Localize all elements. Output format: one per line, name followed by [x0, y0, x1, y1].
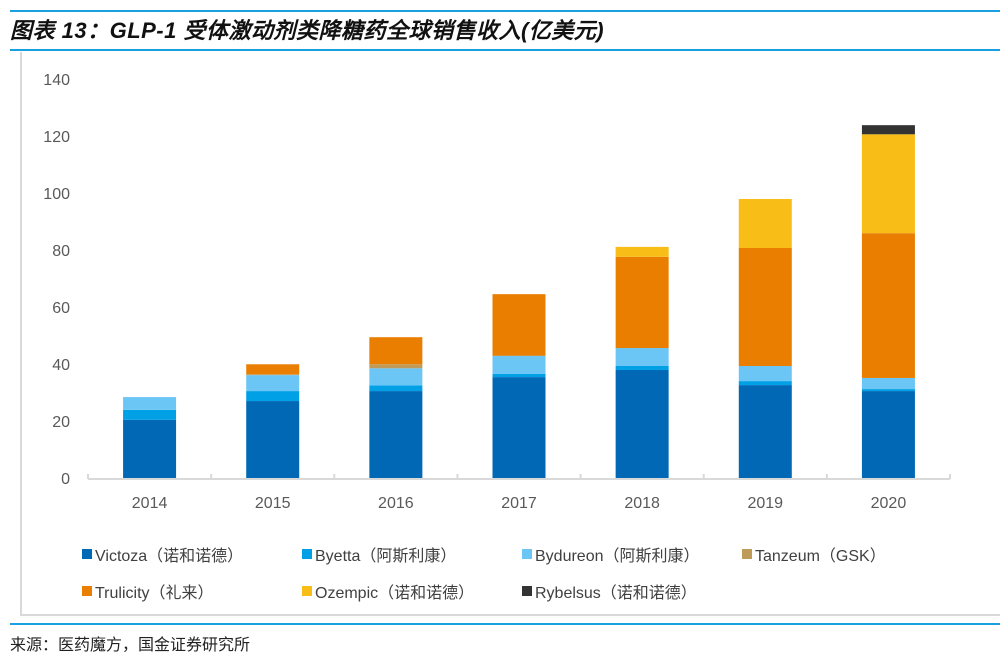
bar-segment — [246, 375, 300, 392]
bar-segment — [492, 377, 546, 478]
bar-segment — [861, 391, 915, 478]
x-tick-label: 2019 — [747, 495, 783, 512]
legend-swatch — [522, 585, 532, 596]
legend-label: Byetta（阿斯利康） — [315, 547, 457, 565]
bar-segment — [246, 401, 300, 478]
x-axis: 2014 2015 2016 2017 2018 2019 2020 — [87, 474, 951, 512]
bar-segment — [738, 248, 792, 366]
legend-item: Victoza（诺和诺德） — [82, 542, 302, 566]
y-tick-label: 120 — [43, 129, 70, 146]
bar-segment — [615, 246, 669, 257]
bar-segment — [738, 385, 792, 478]
bar-segment — [246, 391, 300, 402]
legend-swatch — [302, 585, 312, 596]
bar-segment — [369, 391, 423, 478]
figure-title: 图表 13：GLP-1 受体激动剂类降糖药全球销售收入(亿美元) — [10, 18, 605, 43]
legend-label: Tanzeum（GSK） — [755, 547, 886, 565]
bars — [123, 125, 915, 478]
bar-segment — [123, 419, 177, 478]
source-note: 来源：医药魔方，国金证券研究所 — [10, 635, 251, 654]
bar-segment — [123, 397, 177, 410]
legend-label: Ozempic（诺和诺德） — [315, 584, 475, 602]
bar-segment — [369, 364, 423, 369]
y-tick-label: 60 — [52, 300, 70, 317]
legend-swatch — [82, 585, 92, 596]
bar-segment — [861, 389, 915, 392]
bar-segment — [369, 337, 423, 365]
y-tick-label: 0 — [61, 471, 70, 488]
top-rule — [10, 10, 1000, 12]
legend-item: Bydureon（阿斯利康） — [522, 542, 742, 566]
x-tick-label: 2017 — [501, 495, 537, 512]
legend-label: Rybelsus（诺和诺德） — [535, 584, 697, 602]
y-tick-label: 140 — [43, 72, 70, 89]
bar-segment — [615, 365, 669, 370]
bar-segment — [615, 348, 669, 366]
legend: Victoza（诺和诺德） Byetta（阿斯利康） Bydureon（阿斯利康） T… — [82, 535, 962, 609]
bar-stack-2014 — [123, 397, 177, 478]
x-tick-label: 2015 — [255, 495, 291, 512]
bar-segment — [369, 385, 423, 392]
legend-item: Rybelsus（诺和诺德） — [522, 579, 742, 603]
legend-label: Victoza（诺和诺德） — [95, 547, 244, 565]
bar-segment — [246, 364, 300, 375]
title-rule — [10, 49, 1000, 51]
x-tick-label: 2016 — [378, 495, 414, 512]
bar-segment — [738, 365, 792, 382]
legend-label: Trulicity（礼来） — [95, 584, 214, 602]
bar-segment — [861, 233, 915, 378]
bar-stack-2018 — [615, 246, 669, 478]
bar-segment — [738, 381, 792, 386]
bar-segment — [492, 294, 546, 356]
bar-segment — [861, 377, 915, 390]
bar-segment — [615, 369, 669, 478]
bar-segment — [861, 125, 915, 135]
bar-segment — [123, 409, 177, 420]
bar-segment — [738, 198, 792, 249]
legend-swatch — [742, 548, 752, 559]
y-tick-label: 40 — [52, 357, 70, 374]
y-axis: 0 20 40 60 80 100 120 140 — [43, 72, 70, 488]
bar-stack-2020 — [861, 125, 915, 478]
bottom-rule — [10, 623, 1000, 625]
bar-stack-2019 — [738, 198, 792, 478]
bar-stack-2017 — [492, 294, 546, 478]
bar-segment — [615, 256, 669, 349]
legend-item: Byetta（阿斯利康） — [302, 542, 522, 566]
y-tick-label: 80 — [52, 243, 70, 260]
legend-swatch — [302, 548, 312, 559]
y-tick-label: 20 — [52, 414, 70, 431]
legend-swatch — [522, 548, 532, 559]
legend-row: Victoza（诺和诺德） Byetta（阿斯利康） Bydureon（阿斯利康） T… — [82, 535, 962, 572]
x-tick-label: 2018 — [624, 495, 660, 512]
bar-segment — [492, 373, 546, 378]
legend-item: Tanzeum（GSK） — [742, 542, 922, 566]
bar-segment — [369, 368, 423, 386]
x-tick-label: 2014 — [132, 495, 168, 512]
bar-segment — [492, 355, 546, 357]
bar-segment — [492, 356, 546, 374]
legend-label: Bydureon（阿斯利康） — [535, 547, 700, 565]
bar-segment — [861, 134, 915, 234]
chart-frame — [20, 52, 1000, 616]
x-tick-label: 2020 — [871, 495, 907, 512]
bar-segment — [246, 374, 300, 376]
bar-stack-2015 — [246, 364, 300, 478]
legend-item: Trulicity（礼来） — [82, 579, 302, 603]
legend-swatch — [82, 548, 92, 559]
bar-stack-2016 — [369, 337, 423, 478]
legend-item: Ozempic（诺和诺德） — [302, 579, 522, 603]
y-tick-label: 100 — [43, 186, 70, 203]
legend-row: Trulicity（礼来） Ozempic（诺和诺德） Rybelsus（诺和诺德） — [82, 572, 962, 609]
